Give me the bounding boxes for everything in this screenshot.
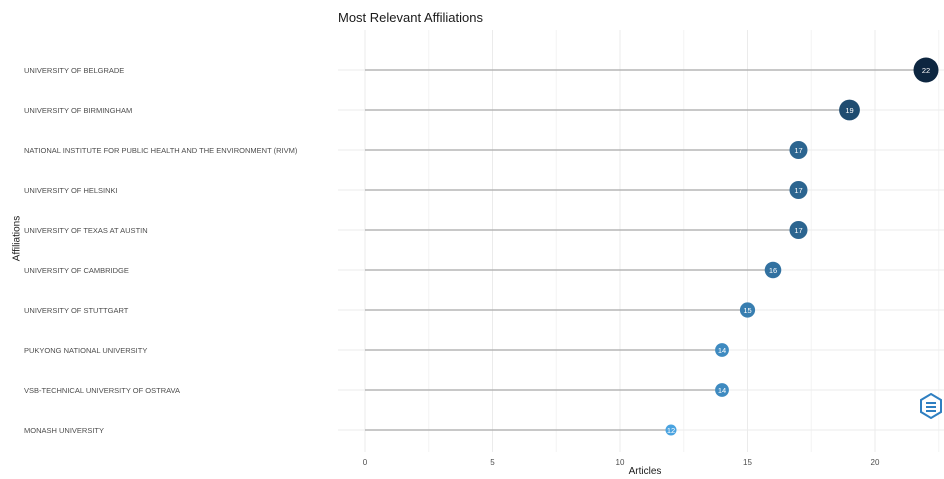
- lollipop-point: [789, 141, 808, 159]
- y-tick-label: PUKYONG NATIONAL UNIVERSITY: [24, 346, 147, 355]
- y-tick-label: UNIVERSITY OF BELGRADE: [24, 66, 124, 75]
- data-label: 14: [718, 346, 726, 355]
- y-tick-label: UNIVERSITY OF STUTTGART: [24, 306, 129, 315]
- chart-title: Most Relevant Affiliations: [338, 10, 483, 25]
- y-tick-label: UNIVERSITY OF HELSINKI: [24, 186, 118, 195]
- lollipop-point: [789, 181, 808, 199]
- x-tick-label: 20: [871, 458, 880, 467]
- lollipop-point: [913, 57, 939, 83]
- lollipop-point: [665, 424, 677, 436]
- data-label: 19: [845, 106, 853, 115]
- data-label: 14: [718, 386, 726, 395]
- lollipop-point: [739, 302, 756, 318]
- x-axis-label: Articles: [628, 466, 662, 477]
- data-label: 17: [794, 226, 802, 235]
- lollipop-point: [715, 383, 729, 397]
- lollipop-point: [764, 261, 782, 279]
- lollipop-point: [839, 99, 860, 121]
- x-tick-label: 0: [363, 458, 368, 467]
- lollipop-point: [789, 221, 808, 239]
- y-tick-label: MONASH UNIVERSITY: [24, 426, 104, 435]
- y-tick-label: UNIVERSITY OF BIRMINGHAM: [24, 106, 132, 115]
- y-tick-label: VSB-TECHNICAL UNIVERSITY OF OSTRAVA: [24, 386, 180, 395]
- data-label: 17: [794, 146, 802, 155]
- x-tick-label: 5: [490, 458, 495, 467]
- hexagon-logo-icon: [920, 393, 942, 419]
- y-tick-label: UNIVERSITY OF TEXAS AT AUSTIN: [24, 226, 148, 235]
- x-tick-label: 10: [616, 458, 625, 467]
- data-label: 12: [667, 426, 675, 435]
- x-tick-label: 15: [743, 458, 752, 467]
- y-tick-label: UNIVERSITY OF CAMBRIDGE: [24, 266, 129, 275]
- data-label: 15: [743, 306, 751, 315]
- data-label: 17: [794, 186, 802, 195]
- lollipop-point: [715, 343, 729, 357]
- data-label: 22: [922, 66, 930, 75]
- y-tick-label: NATIONAL INSTITUTE FOR PUBLIC HEALTH AND…: [24, 146, 298, 155]
- data-label: 16: [769, 266, 777, 275]
